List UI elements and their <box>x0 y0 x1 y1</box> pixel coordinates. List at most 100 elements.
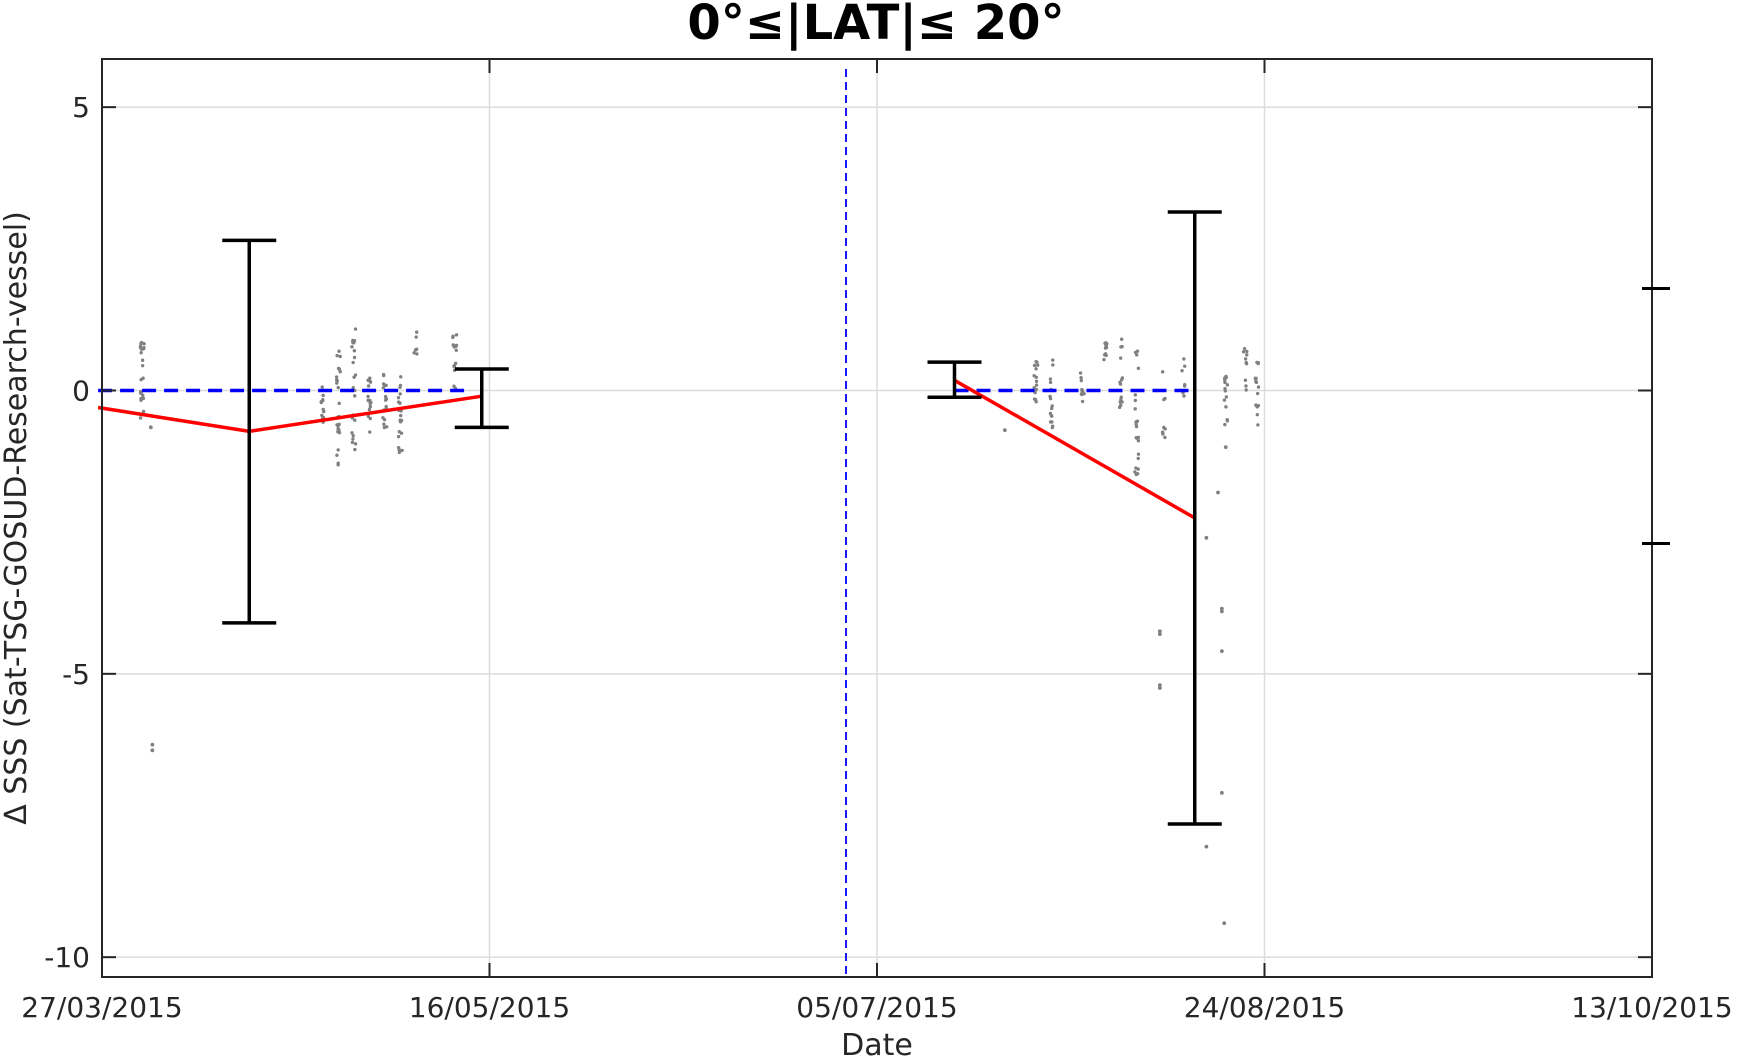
observation-point <box>1034 375 1039 379</box>
observation-point <box>368 404 373 409</box>
observation-point <box>1136 366 1141 370</box>
observation-point <box>1256 403 1261 408</box>
observation-point <box>1216 490 1220 495</box>
observation-point <box>1256 423 1260 427</box>
observation-point <box>1255 391 1260 396</box>
observation-point <box>351 360 355 365</box>
observation-point <box>399 375 403 379</box>
observation-point <box>1119 356 1123 360</box>
observation-point <box>335 381 339 385</box>
observation-point <box>1133 470 1137 474</box>
observation-point <box>1002 428 1007 433</box>
observation-point <box>381 386 385 390</box>
observation-point <box>1223 380 1227 385</box>
observation-point <box>1048 394 1052 399</box>
observation-point <box>334 378 339 382</box>
observation-point <box>1034 400 1038 404</box>
observation-point <box>1134 420 1138 424</box>
observation-point <box>1222 921 1227 926</box>
observation-point <box>452 364 457 368</box>
observation-point <box>1182 394 1186 398</box>
observation-point <box>1157 632 1162 637</box>
observation-point <box>1050 425 1055 430</box>
observation-point <box>1079 376 1083 380</box>
observation-point <box>1133 350 1138 355</box>
observation-point <box>1051 363 1055 367</box>
observation-point <box>1034 367 1038 371</box>
observation-point <box>414 347 419 351</box>
observation-point <box>1223 445 1228 450</box>
observation-point <box>1119 378 1124 382</box>
observation-point <box>148 425 153 430</box>
observation-point <box>140 363 145 368</box>
x-tick-label: 13/10/2015 <box>1571 991 1732 1024</box>
observation-point <box>351 386 355 390</box>
x-tick-label: 27/03/2015 <box>21 991 182 1024</box>
observation-point <box>338 369 342 374</box>
observation-point <box>1219 609 1224 614</box>
observation-point <box>1224 405 1228 409</box>
observation-point <box>399 418 404 423</box>
observation-point <box>1079 378 1084 383</box>
observation-point <box>352 355 357 360</box>
observation-point <box>400 448 404 453</box>
observation-point <box>350 440 355 445</box>
observation-point <box>320 413 324 418</box>
observation-point <box>415 330 419 334</box>
observation-point <box>1183 364 1187 368</box>
observation-point <box>1034 383 1039 387</box>
observation-point <box>150 748 155 753</box>
observation-point <box>1136 439 1141 443</box>
observation-point <box>1119 395 1123 399</box>
observation-point <box>1135 472 1140 476</box>
observation-point <box>1243 378 1248 382</box>
observation-point <box>398 383 403 388</box>
y-tick-labels: 5 0 -5 -10 <box>44 91 90 974</box>
observation-point <box>1032 385 1036 390</box>
observation-point <box>351 340 355 345</box>
observation-point <box>1135 436 1139 440</box>
observation-point <box>1157 683 1162 688</box>
observation-point <box>398 392 402 396</box>
observation-point <box>454 348 458 352</box>
observation-point <box>454 344 458 349</box>
observation-point <box>335 353 339 358</box>
observation-point <box>1133 398 1138 403</box>
observation-point <box>1244 388 1248 392</box>
x-tick-label: 05/07/2015 <box>796 991 957 1024</box>
observation-point <box>1182 384 1187 388</box>
observation-point <box>1222 398 1227 402</box>
observation-point <box>334 375 339 379</box>
observation-point <box>368 416 372 421</box>
observation-point <box>396 400 401 404</box>
observation-points <box>138 327 1261 926</box>
observation-point <box>367 407 372 412</box>
observation-point <box>382 425 387 430</box>
observation-point <box>1136 452 1141 456</box>
observation-point <box>337 349 341 353</box>
observation-point <box>353 327 358 331</box>
observation-point <box>1136 456 1140 461</box>
observation-point <box>1223 376 1227 380</box>
observation-point <box>1223 389 1228 393</box>
observation-point <box>1254 376 1258 381</box>
observation-point <box>1078 371 1083 375</box>
observation-point <box>1032 363 1037 368</box>
observation-point <box>1157 686 1162 690</box>
observation-point <box>350 345 354 349</box>
observation-point <box>366 378 370 382</box>
observation-point <box>451 343 455 347</box>
observation-point <box>1103 341 1107 345</box>
observation-point <box>399 413 403 418</box>
observation-point <box>1244 360 1248 365</box>
observation-point <box>414 335 418 339</box>
y-tick-label: 0 <box>72 375 90 408</box>
observation-point <box>1133 393 1138 397</box>
observation-point <box>1118 382 1123 386</box>
observation-point <box>1256 385 1261 389</box>
observation-point <box>368 401 372 406</box>
observation-point <box>351 434 355 438</box>
observation-point <box>366 394 370 399</box>
observation-point <box>1104 353 1108 358</box>
observation-point <box>1133 407 1137 411</box>
